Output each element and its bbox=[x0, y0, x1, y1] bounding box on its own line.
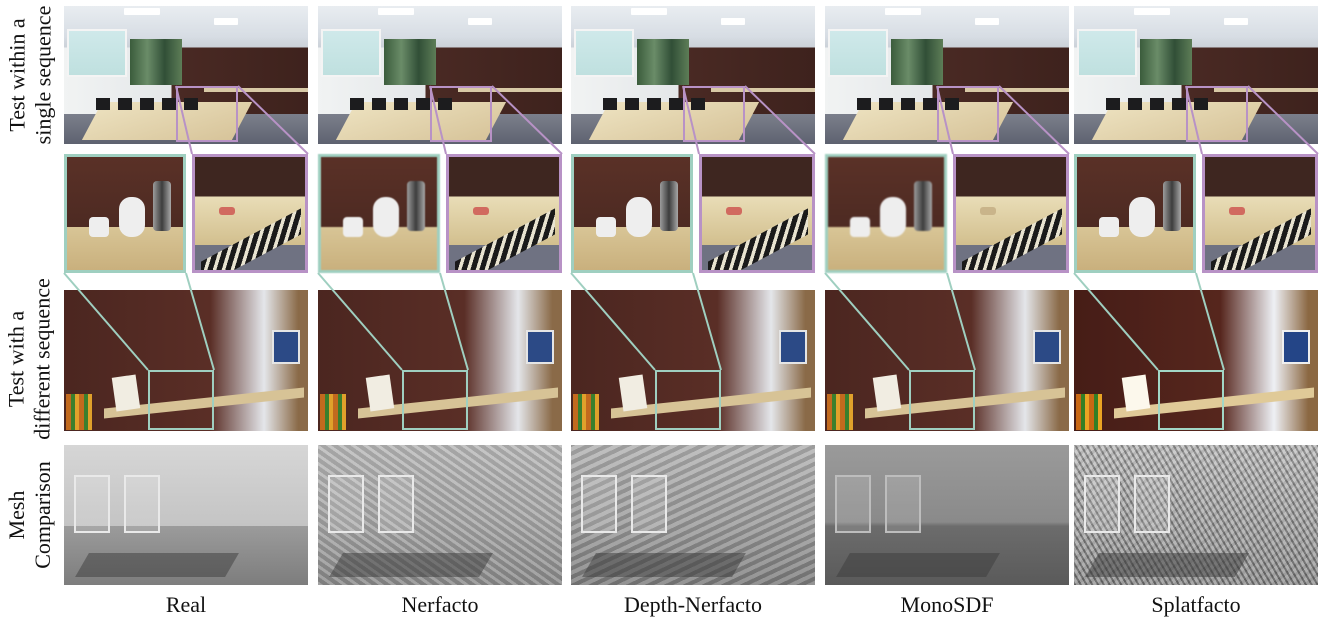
row-label-different-sequence: Test with a different sequence bbox=[4, 278, 55, 440]
zoom-region-green bbox=[402, 370, 468, 430]
zoom-crop-objects bbox=[825, 154, 947, 273]
zoom-region-green bbox=[655, 370, 721, 430]
zoom-region-purple bbox=[1186, 86, 1248, 142]
zoom-crop-table bbox=[953, 154, 1069, 273]
mesh-render bbox=[64, 445, 308, 585]
column-monosdf bbox=[825, 0, 1069, 590]
room-render-single-sequence bbox=[825, 6, 1069, 144]
room-render-single-sequence bbox=[318, 6, 562, 144]
zoom-region-purple bbox=[176, 86, 238, 142]
column-label-monosdf: MonoSDF bbox=[900, 592, 994, 617]
zoom-crop-objects bbox=[1074, 154, 1196, 273]
room-render-different-sequence bbox=[1074, 290, 1318, 431]
zoom-region-purple bbox=[683, 86, 745, 142]
zoom-region-purple bbox=[937, 86, 999, 142]
row-label-single-sequence: Test within a single sequence bbox=[4, 5, 56, 145]
room-render-different-sequence bbox=[64, 290, 308, 431]
room-render-single-sequence bbox=[64, 6, 308, 144]
zoom-region-green bbox=[148, 370, 214, 430]
mesh-render bbox=[318, 445, 562, 585]
zoom-crop-table bbox=[699, 154, 815, 273]
zoom-crop-table bbox=[1202, 154, 1318, 273]
room-render-different-sequence bbox=[571, 290, 815, 431]
row-label-mesh-comparison: Mesh Comparison bbox=[4, 461, 55, 569]
zoom-region-green bbox=[909, 370, 975, 430]
room-render-different-sequence bbox=[318, 290, 562, 431]
room-render-single-sequence bbox=[1074, 6, 1318, 144]
column-depth-nerfacto bbox=[571, 0, 815, 590]
column-label-nerfacto: Nerfacto bbox=[401, 592, 479, 617]
zoom-crop-objects bbox=[64, 154, 186, 273]
column-label-splatfacto: Splatfacto bbox=[1151, 592, 1241, 617]
mesh-render bbox=[1074, 445, 1318, 585]
column-real bbox=[64, 0, 308, 590]
column-label-depth-nerfacto: Depth-Nerfacto bbox=[623, 592, 763, 617]
mesh-render bbox=[825, 445, 1069, 585]
zoom-crop-objects bbox=[571, 154, 693, 273]
mesh-render bbox=[571, 445, 815, 585]
zoom-region-green bbox=[1158, 370, 1224, 430]
room-render-different-sequence bbox=[825, 290, 1069, 431]
column-nerfacto bbox=[318, 0, 562, 590]
room-render-single-sequence bbox=[571, 6, 815, 144]
zoom-crop-table bbox=[446, 154, 562, 273]
zoom-crop-objects bbox=[318, 154, 440, 273]
column-label-real: Real bbox=[165, 592, 207, 617]
zoom-region-purple bbox=[430, 86, 492, 142]
column-splatfacto bbox=[1074, 0, 1318, 590]
zoom-crop-table bbox=[192, 154, 308, 273]
